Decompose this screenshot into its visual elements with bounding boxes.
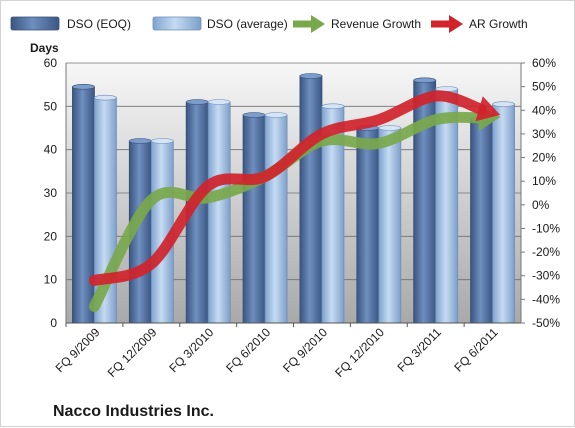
company-name: Nacco Industries Inc. (53, 403, 214, 420)
y2-tick-label: -10% (532, 221, 560, 235)
x-tick-label: FQ 9/2010 (280, 325, 330, 375)
x-tick-label: FQ 6/2010 (223, 325, 273, 375)
bar-cap-dso-average (94, 95, 116, 100)
y-tick-label: 60 (44, 56, 58, 70)
legend-label-dso-average: DSO (average) (207, 17, 288, 31)
x-tick-label: FQ 9/2009 (53, 325, 103, 375)
x-tick-label: FQ 3/2010 (166, 325, 216, 375)
x-tick-label: FQ 12/2010 (332, 325, 387, 380)
legend-swatch-dso-average (153, 17, 201, 30)
bar-dso-eoq (72, 87, 94, 323)
bar-dso-average (493, 104, 515, 323)
y2-tick-label: 40% (532, 103, 556, 117)
y-tick-label: 10 (44, 273, 58, 287)
y-tick-labels: 0 10 20 30 40 50 60 (44, 56, 58, 330)
y2-tick-label: -50% (532, 316, 560, 330)
bar-cap-dso-eoq (300, 74, 322, 79)
bar-cap-dso-average (322, 104, 344, 109)
y2-tick-label: 20% (532, 151, 556, 165)
legend-label-ar-growth: AR Growth (469, 17, 528, 31)
y2-tick-labels: -50% -40% -30% -20% -10% 0% 10% 20% 30% 40% 50% 60% (521, 56, 560, 330)
bar-cap-dso-average (208, 100, 230, 105)
legend-swatch-dso-eoq (11, 17, 59, 30)
legend-arrowhead-revenue-growth (311, 15, 325, 33)
legend: DSO (EOQ) DSO (average) Revenue Growth A… (11, 15, 528, 33)
y2-tick-label: 0% (532, 198, 550, 212)
bar-dso-average (379, 128, 401, 323)
bar-cap-dso-eoq (129, 139, 151, 144)
bar-cap-dso-eoq (414, 78, 436, 83)
bar-cap-dso-eoq (243, 113, 265, 118)
legend-item-dso-average: DSO (average) (153, 17, 288, 31)
x-tick-label: FQ 12/2009 (105, 325, 160, 380)
bar-dso-eoq (471, 119, 493, 323)
bar-dso-eoq (300, 76, 322, 323)
x-tick-label: FQ 6/2011 (451, 325, 501, 375)
y2-tick-label: -20% (532, 245, 560, 259)
y-tick-label: 30 (44, 186, 58, 200)
bar-cap-dso-average (265, 113, 287, 118)
legend-label-revenue-growth: Revenue Growth (331, 17, 421, 31)
y2-tick-label: 10% (532, 174, 556, 188)
y2-tick-label: 30% (532, 127, 556, 141)
y-tick-label: 40 (44, 143, 58, 157)
y2-tick-label: -40% (532, 292, 560, 306)
y-axis-title: Days (30, 41, 59, 55)
y2-tick-label: 50% (532, 80, 556, 94)
bar-cap-dso-eoq (72, 84, 94, 89)
bar-dso-average (208, 102, 230, 323)
y2-tick-label: -30% (532, 269, 560, 283)
bar-dso-eoq (243, 115, 265, 323)
legend-item-revenue-growth: Revenue Growth (293, 15, 421, 33)
legend-label-dso-eoq: DSO (EOQ) (67, 17, 131, 31)
bar-cap-dso-average (493, 102, 515, 107)
y-tick-label: 50 (44, 99, 58, 113)
x-tick-label: FQ 3/2011 (394, 325, 444, 375)
bar-dso-average (265, 115, 287, 323)
bar-cap-dso-average (379, 126, 401, 131)
y-tick-label: 20 (44, 229, 58, 243)
legend-item-ar-growth: AR Growth (431, 15, 528, 33)
bar-dso-eoq (357, 128, 379, 323)
bar-cap-dso-eoq (186, 100, 208, 105)
legend-item-dso-eoq: DSO (EOQ) (11, 17, 131, 31)
bar-cap-dso-average (151, 139, 173, 144)
legend-arrowhead-ar-growth (449, 15, 463, 33)
y2-tick-label: 60% (532, 56, 556, 70)
y-tick-label: 0 (50, 316, 57, 330)
